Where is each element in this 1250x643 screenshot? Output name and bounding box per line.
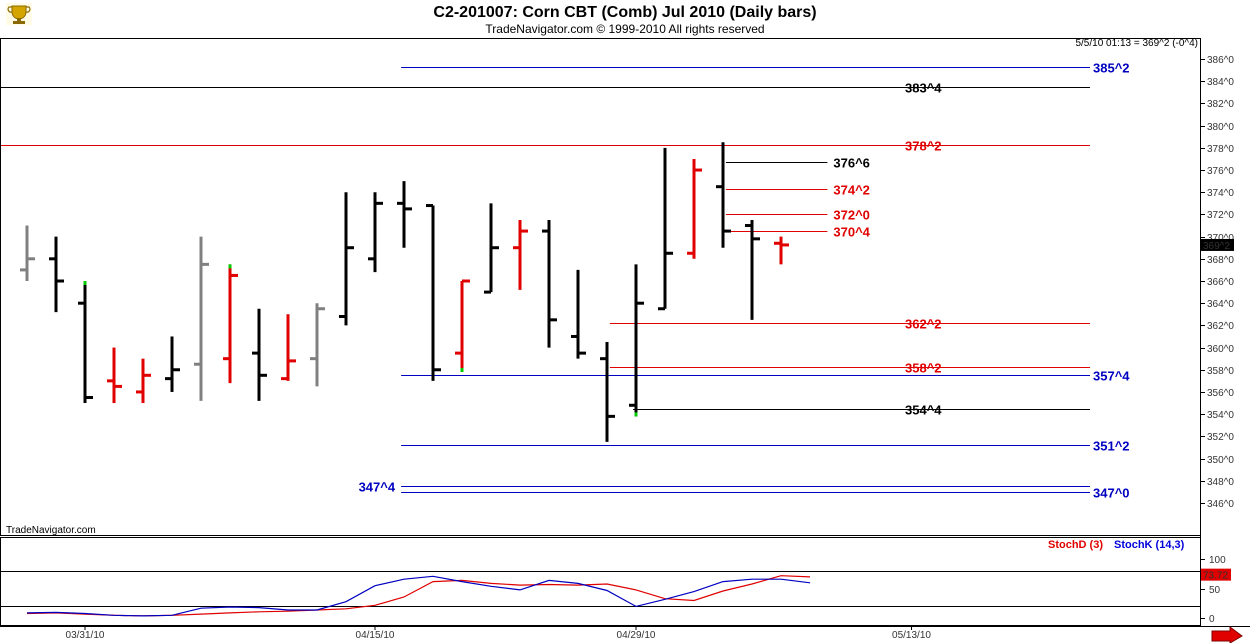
x-axis-tick-label: 04/15/10 [356,630,395,641]
signal-marker [83,281,87,285]
level-label: 357^4 [1093,369,1130,384]
trophy-icon[interactable] [6,3,32,25]
level-label: 362^2 [905,317,942,332]
y-axis-tick-label: 364^0 [1207,299,1234,310]
level-label: 374^2 [833,183,870,198]
x-axis-tick-label: 04/29/10 [617,630,656,641]
last-price-box [1201,238,1234,251]
level-label: 376^6 [833,156,870,171]
stoch-d-legend: StochD (3) [1048,539,1103,551]
level-label: 347^4 [359,480,396,495]
y-axis-tick-label: 348^0 [1207,477,1234,488]
y-axis-tick-label: 362^0 [1207,321,1234,332]
y-axis-tick-label: 346^0 [1207,499,1234,510]
y-axis-tick-label: 360^0 [1207,344,1234,355]
y-axis-tick-label: 376^0 [1207,166,1234,177]
level-label: 370^4 [833,225,870,240]
chart-subtitle: TradeNavigator.com © 1999-2010 All right… [485,22,764,36]
level-label: 385^2 [1093,61,1130,76]
level-label: 354^4 [905,403,942,418]
y-axis-tick-label: 386^0 [1207,55,1234,66]
level-label: 378^2 [905,139,942,154]
y-axis-tick-label: 382^0 [1207,99,1234,110]
stoch-panel-frame [0,537,1201,626]
last-price-label: 369^2 [1203,241,1230,252]
y-axis-tick-label: 350^0 [1207,455,1234,466]
y-axis-tick-label: 372^0 [1207,210,1234,221]
y-axis-tick-label: 378^0 [1207,144,1234,155]
stoch-series-line [26,575,811,617]
price-info-line: 5/5/10 01:13 = 369^2 (-0^4) [1075,38,1198,49]
stoch-last-value-box [1201,568,1231,581]
y-axis-tick-label: 368^0 [1207,255,1234,266]
stoch-last-value-label: 73.72 [1203,571,1228,582]
stoch-axis-tick-label: 0 [1209,614,1215,625]
stoch-k-legend: StochK (14,3) [1114,539,1185,551]
signal-marker [228,264,232,269]
watermark: TradeNavigator.com [6,525,96,536]
level-label: 347^0 [1093,486,1130,501]
y-axis-tick-label: 380^0 [1207,122,1234,133]
y-axis-tick-label: 366^0 [1207,277,1234,288]
price-panel-frame [0,38,1201,536]
chart-title: C2-201007: Corn CBT (Comb) Jul 2010 (Dai… [433,4,816,21]
y-axis-tick-label: 358^0 [1207,366,1234,377]
y-axis-tick-label: 352^0 [1207,432,1234,443]
x-axis-tick-label: 03/31/10 [66,630,105,641]
scroll-right-arrow-icon[interactable] [1211,626,1243,643]
level-label: 372^0 [833,208,870,223]
y-axis-tick-label: 370^0 [1207,233,1234,244]
y-axis-tick-label: 374^0 [1207,188,1234,199]
signal-marker [634,412,638,417]
x-axis-tick-label: 05/13/10 [892,630,931,641]
level-label: 358^2 [905,361,942,376]
level-label: 351^2 [1093,439,1130,454]
signal-marker [460,367,464,372]
stoch-axis-tick-label: 50 [1209,585,1221,596]
y-axis-tick-label: 384^0 [1207,77,1234,88]
level-label: 383^4 [905,81,942,96]
stoch-axis-tick-label: 100 [1209,555,1226,566]
y-axis-tick-label: 356^0 [1207,388,1234,399]
y-axis-tick-label: 354^0 [1207,410,1234,421]
